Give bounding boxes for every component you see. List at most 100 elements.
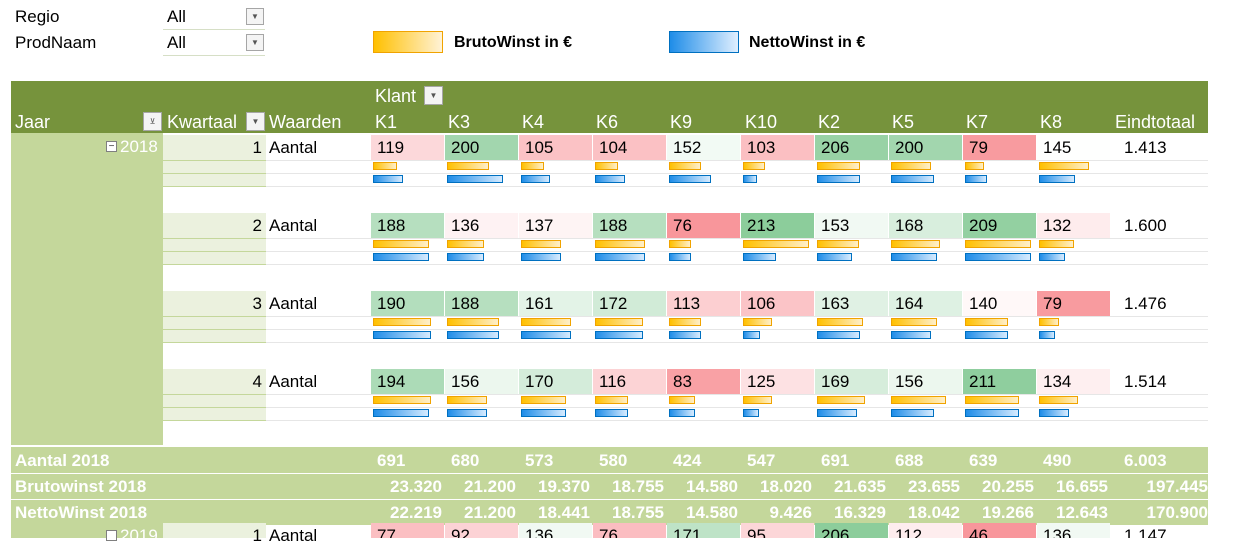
quarter-subcell [163, 174, 266, 186]
totals-label: NettoWinst 2018 [15, 503, 148, 522]
bruto-bar [1039, 162, 1089, 170]
customer-header-k8: K8 [1040, 112, 1063, 132]
totals-value: 18.042 [908, 503, 960, 522]
table-cell: 145 [1037, 135, 1110, 160]
bruto-bar [1039, 396, 1078, 404]
netto-bar [891, 331, 931, 339]
row-divider [163, 407, 266, 408]
netto-bar [669, 331, 701, 339]
measure-label: Aantal [269, 372, 318, 391]
table-cell: 206 [815, 523, 888, 538]
totals-value: 16.655 [1056, 477, 1108, 496]
bruto-bar [595, 318, 643, 326]
totals-label: Brutowinst 2018 [15, 477, 147, 496]
table-cell: 137 [519, 213, 592, 238]
totals-value: 9.426 [769, 503, 812, 522]
totals-value: 547 [747, 451, 776, 470]
waarden-header: Waarden [269, 112, 342, 132]
totals-grand: 170.900 [1146, 503, 1208, 522]
netto-bar [595, 175, 625, 183]
bruto-bar [447, 240, 484, 248]
totals-band [11, 473, 1208, 499]
netto-bar [817, 409, 857, 417]
row-total: 1.413 [1124, 137, 1167, 157]
bruto-bar [817, 396, 865, 404]
netto-bar [669, 253, 691, 261]
quarter-number: 1 [252, 526, 262, 545]
netto-bar [891, 175, 934, 183]
totals-value: 691 [377, 451, 406, 470]
quarter-cell [163, 213, 266, 238]
bruto-bar [891, 318, 937, 326]
row-total: 1.476 [1124, 293, 1167, 313]
row-divider [266, 173, 1208, 174]
totals-grand: 6.003 [1124, 451, 1167, 470]
table-cell: 156 [889, 369, 962, 394]
kwartaal-filter-button[interactable]: ▼ [246, 112, 265, 131]
row-divider [163, 186, 266, 187]
quarter-cell [163, 291, 266, 316]
jaar-filter-button[interactable]: ⊻ [143, 112, 162, 131]
totals-value: 23.320 [390, 477, 442, 496]
totals-value: 18.020 [760, 477, 812, 496]
netto-bar [595, 253, 645, 261]
row-divider [266, 186, 1208, 187]
collapse-icon[interactable] [106, 530, 117, 541]
netto-bar [743, 253, 776, 261]
prodnaam-dropdown-button[interactable]: ▼ [246, 34, 264, 51]
totals-value: 16.329 [834, 503, 886, 522]
pivot-header [11, 81, 1208, 133]
year-column-2018 [11, 133, 163, 445]
bruto-bar [669, 240, 691, 248]
regio-dropdown-button[interactable]: ▼ [246, 8, 264, 25]
row-divider [11, 473, 1208, 474]
totals-value: 18.755 [612, 503, 664, 522]
bruto-bar [891, 162, 931, 170]
klant-filter-button[interactable]: ▼ [424, 86, 443, 105]
bruto-bar [743, 318, 772, 326]
quarter-number: 3 [252, 294, 262, 313]
year-label-2019: 2019 [120, 526, 158, 545]
netto-bar [1039, 253, 1065, 261]
netto-bar [447, 331, 499, 339]
netto-bar [1039, 175, 1075, 183]
bruto-bar [373, 318, 431, 326]
row-divider [163, 420, 266, 421]
table-cell: 171 [667, 523, 740, 538]
table-cell: 170 [519, 369, 592, 394]
measure-label: Aantal [269, 216, 318, 235]
measure-label: Aantal [269, 526, 318, 545]
totals-value: 573 [525, 451, 554, 470]
netto-bar [669, 175, 711, 183]
customer-header-k3: K3 [448, 112, 471, 132]
table-cell: 194 [371, 369, 444, 394]
row-total: 1.514 [1124, 371, 1167, 391]
quarter-number: 2 [252, 216, 262, 235]
totals-value: 680 [451, 451, 480, 470]
collapse-icon[interactable]: − [106, 141, 117, 152]
row-divider [163, 329, 266, 330]
totals-value: 14.580 [686, 503, 738, 522]
bruto-bar [595, 162, 618, 170]
chevron-down-icon: ▼ [251, 12, 259, 21]
table-cell: 140 [963, 291, 1036, 316]
customer-header-k5: K5 [892, 112, 915, 132]
filter-icon: ⊻ [149, 117, 156, 126]
netto-bar [373, 253, 429, 261]
row-divider [163, 316, 266, 317]
netto-bar [447, 253, 484, 261]
bruto-bar [891, 396, 946, 404]
row-divider [11, 499, 1208, 500]
row-divider [266, 160, 1208, 161]
table-cell: 79 [1037, 291, 1110, 316]
netto-bar [447, 409, 487, 417]
table-cell: 113 [667, 291, 740, 316]
table-cell: 106 [741, 291, 814, 316]
row-total: 1.600 [1124, 215, 1167, 235]
totals-value: 12.643 [1056, 503, 1108, 522]
table-cell: 172 [593, 291, 666, 316]
totals-value: 18.755 [612, 477, 664, 496]
customer-header-k6: K6 [596, 112, 619, 132]
netto-bar [965, 331, 1008, 339]
table-cell: 79 [963, 135, 1036, 160]
